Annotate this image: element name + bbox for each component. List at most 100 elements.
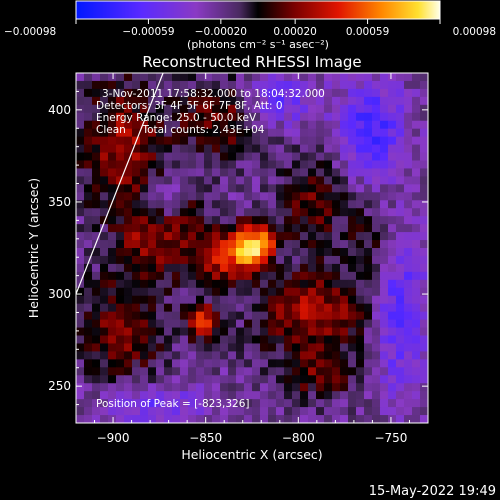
heatmap-pixel — [308, 279, 317, 289]
heatmap-pixel — [156, 407, 165, 416]
heatmap-pixel — [76, 88, 85, 98]
heatmap-pixel — [180, 343, 189, 352]
heatmap-pixel — [308, 271, 317, 281]
heatmap-pixel — [316, 295, 325, 305]
heatmap-pixel — [292, 144, 301, 154]
heatmap-pixel — [404, 255, 413, 265]
heatmap-pixel — [420, 335, 428, 345]
heatmap-pixel — [364, 224, 373, 233]
heatmap-pixel — [276, 208, 285, 217]
heatmap-pixel — [252, 200, 261, 209]
heatmap-pixel — [156, 311, 165, 321]
heatmap-pixel — [156, 104, 165, 114]
heatmap-pixel — [388, 216, 397, 225]
heatmap-pixel — [252, 391, 261, 400]
heatmap-pixel — [420, 351, 428, 360]
heatmap-pixel — [404, 216, 413, 225]
heatmap-pixel — [308, 311, 317, 321]
heatmap-pixel — [404, 232, 413, 241]
heatmap-pixel — [124, 343, 133, 352]
heatmap-pixel — [276, 168, 285, 177]
heatmap-pixel — [332, 80, 341, 90]
heatmap-pixel — [372, 128, 381, 138]
heatmap-pixel — [276, 311, 285, 321]
heatmap-pixel — [388, 120, 397, 130]
heatmap-pixel — [84, 383, 93, 392]
heatmap-pixel — [260, 200, 269, 209]
heatmap-pixel — [380, 200, 389, 209]
heatmap-pixel — [172, 192, 181, 201]
heatmap-pixel — [140, 319, 149, 329]
heatmap-pixel — [252, 88, 261, 98]
heatmap-pixel — [220, 160, 229, 170]
heatmap-pixel — [172, 391, 181, 400]
heatmap-pixel — [220, 96, 229, 106]
heatmap-pixel — [156, 216, 165, 225]
heatmap-pixel — [196, 168, 205, 177]
heatmap-pixel — [364, 391, 373, 400]
heatmap-pixel — [404, 144, 413, 154]
heatmap-pixel — [204, 415, 213, 423]
heatmap-pixel — [212, 279, 221, 289]
heatmap-pixel — [324, 128, 333, 138]
heatmap-pixel — [148, 184, 157, 193]
heatmap-pixel — [76, 176, 85, 185]
heatmap-pixel — [252, 160, 261, 170]
heatmap-pixel — [292, 160, 301, 170]
heatmap-pixel — [388, 104, 397, 114]
heatmap-pixel — [140, 208, 149, 217]
heatmap-pixel — [140, 407, 149, 416]
heatmap-pixel — [308, 367, 317, 376]
heatmap-pixel — [260, 184, 269, 193]
heatmap-pixel — [172, 303, 181, 313]
heatmap-pixel — [404, 88, 413, 98]
heatmap-pixel — [388, 255, 397, 265]
heatmap-pixel — [300, 73, 309, 82]
heatmap-pixel — [92, 160, 101, 170]
heatmap-pixel — [404, 319, 413, 329]
heatmap-pixel — [388, 407, 397, 416]
heatmap-pixel — [188, 311, 197, 321]
heatmap-pixel — [412, 367, 421, 376]
heatmap-pixel — [228, 160, 237, 170]
heatmap-pixel — [116, 73, 125, 82]
heatmap-pixel — [100, 152, 109, 162]
heatmap-pixel — [412, 295, 421, 305]
heatmap-pixel — [124, 184, 133, 193]
heatmap-pixel — [196, 73, 205, 82]
heatmap-pixel — [308, 351, 317, 360]
heatmap-pixel — [300, 176, 309, 185]
heatmap-pixel — [180, 192, 189, 201]
heatmap-pixel — [268, 351, 277, 360]
heatmap-pixel — [364, 271, 373, 281]
heatmap-pixel — [196, 176, 205, 185]
heatmap-pixel — [356, 176, 365, 185]
heatmap-pixel — [380, 240, 389, 249]
heatmap-pixel — [244, 287, 253, 297]
heatmap-pixel — [196, 184, 205, 193]
heatmap-pixel — [268, 375, 277, 384]
heatmap-pixel — [372, 399, 381, 408]
heatmap-pixel — [172, 343, 181, 352]
heatmap-pixel — [244, 144, 253, 154]
heatmap-pixel — [268, 399, 277, 408]
heatmap-pixel — [92, 399, 101, 408]
heatmap-pixel — [124, 192, 133, 201]
heatmap-pixel — [332, 287, 341, 297]
heatmap-pixel — [84, 232, 93, 241]
heatmap-pixel — [148, 200, 157, 209]
heatmap-pixel — [372, 248, 381, 257]
heatmap-pixel — [172, 136, 181, 146]
heatmap-pixel — [148, 240, 157, 249]
heatmap-pixel — [300, 128, 309, 138]
heatmap-pixel — [108, 184, 117, 193]
heatmap-pixel — [236, 319, 245, 329]
heatmap-pixel — [116, 383, 125, 392]
heatmap-pixel — [348, 263, 357, 273]
heatmap-pixel — [156, 287, 165, 297]
heatmap-pixel — [108, 232, 117, 241]
heatmap-pixel — [380, 112, 389, 122]
heatmap-pixel — [404, 96, 413, 106]
heatmap-pixel — [324, 200, 333, 209]
heatmap-pixel — [308, 263, 317, 273]
